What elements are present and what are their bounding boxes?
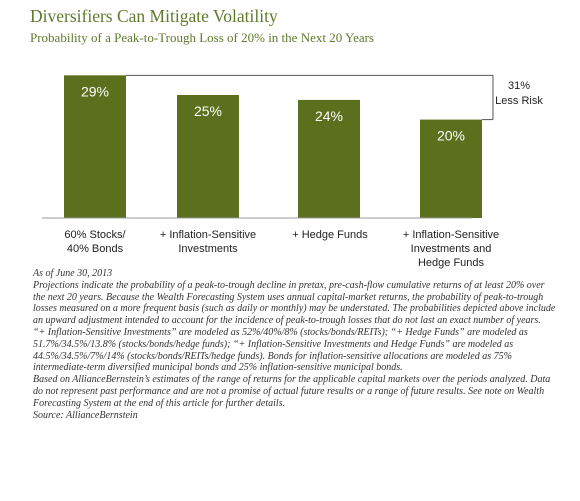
bar-1 (64, 75, 126, 218)
category-label-4: + Inflation-Sensitive Investments and He… (386, 228, 516, 270)
category-label-1-line-2: 40% Bonds (66, 243, 124, 255)
chart-title: Diversifiers Can Mitigate Volatility (30, 6, 278, 26)
category-label-1: 60% Stocks/ 40% Bonds (30, 228, 160, 256)
bar-value-label-1: 29% (81, 83, 109, 99)
risk-reduction-percent: 31% (507, 80, 531, 92)
category-label-3: + Hedge Funds (265, 228, 395, 242)
footnote-source: Source: AllianceBernstein (33, 409, 138, 421)
risk-reduction-annotation: 31% Less Risk (484, 79, 554, 109)
bar-value-label-4: 20% (437, 128, 465, 144)
footnote-estimates: Based on AllianceBernstein’s estimates o… (33, 374, 551, 409)
footnote-model-allocations: “+ Inflation-Sensitive Investments” are … (33, 326, 528, 374)
category-label-4-line-1: + Inflation-Sensitive (402, 229, 500, 241)
category-label-3-line-1: + Hedge Funds (292, 229, 368, 241)
bar-value-label-3: 24% (315, 108, 343, 124)
category-label-2-line-2: Investments (178, 243, 238, 255)
category-label-2-line-1: + Inflation-Sensitive (159, 229, 257, 241)
category-label-4-line-3: Hedge Funds (417, 257, 485, 269)
category-label-1-line-1: 60% Stocks/ (64, 229, 126, 241)
bar-3 (298, 99, 360, 218)
risk-reduction-label: Less Risk (495, 95, 543, 107)
footnote-date: As of June 30, 2013 (33, 268, 113, 279)
footnotes: As of June 30, 2013 Projections indicate… (33, 268, 558, 421)
chart-subtitle: Probability of a Peak-to-Trough Loss of … (30, 30, 374, 45)
bar-2 (177, 95, 239, 218)
footnote-projections: Projections indicate the probability of … (33, 279, 556, 327)
bar-chart: 29% 25% 24% 20% (42, 74, 494, 219)
category-label-2: + Inflation-Sensitive Investments (143, 228, 273, 256)
category-label-4-line-2: Investments and (410, 243, 492, 255)
bar-4 (420, 119, 482, 218)
bar-value-label-2: 25% (194, 103, 222, 119)
